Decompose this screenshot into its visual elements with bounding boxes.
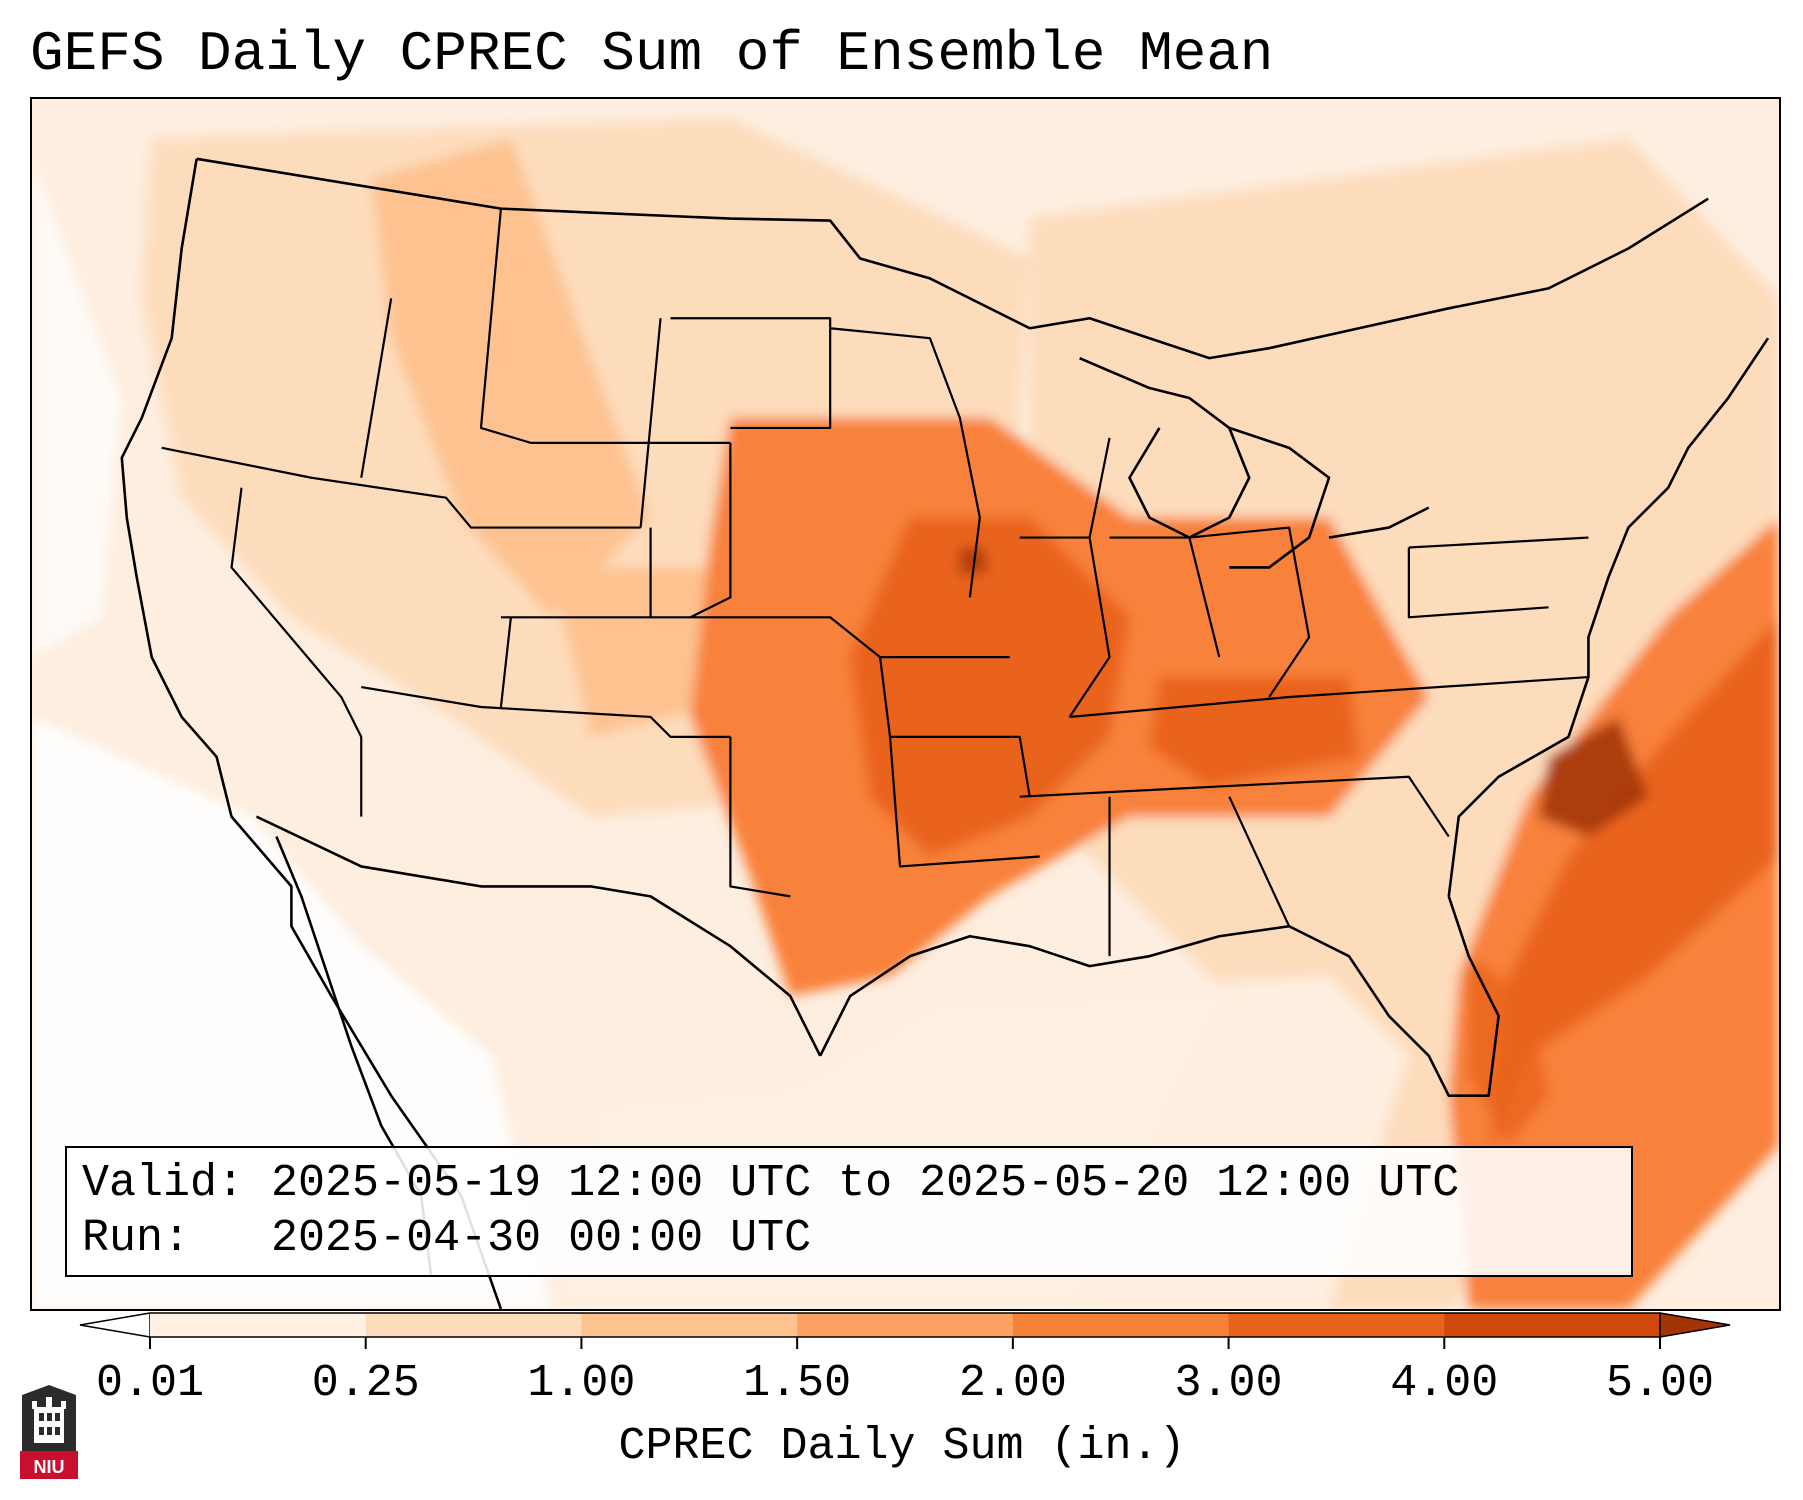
colorbar-tick-label: 3.00 [1174,1358,1283,1409]
colorbar-tick-label: 1.50 [743,1358,852,1409]
run-value: 2025-04-30 00:00 UTC [271,1213,812,1264]
dry-area-pacific [32,158,122,658]
precipitation-map [30,97,1781,1311]
colorbar-tick-label: 0.25 [311,1358,420,1409]
colorbar-ticks [149,1337,1661,1349]
logo-windows [39,1413,60,1435]
colorbar-tick-label: 4.00 [1390,1358,1499,1409]
logo-text: NIU [34,1457,65,1477]
colorbar-tick-label: 1.00 [527,1358,636,1409]
very-heavy-precip-core [850,517,1130,857]
map-canvas [32,99,1779,1309]
state-lines [161,208,1589,957]
colorbar-segments [79,1312,1731,1338]
colorbar-tick-label: 2.00 [958,1358,1067,1409]
very-heavy-precip-florida [1468,956,1549,1146]
colorbar-label: CPREC Daily Sum (in.) [618,1421,1186,1472]
great-lakes [1079,356,1430,569]
colorbar-segment [1444,1313,1661,1337]
moderate-precip-rockies [371,138,651,618]
colorbar-segment [797,1313,1014,1337]
chart-title: GEFS Daily CPREC Sum of Ensemble Mean [30,22,1274,86]
colorbar-tick-label: 0.01 [95,1358,205,1409]
logo-banner [20,1451,78,1479]
borders [120,157,1770,1309]
coastline-west [120,158,503,1309]
us-canada-border [196,157,1709,360]
extreme-precip-carolinas [1538,716,1649,837]
colorbar-extend-low [79,1312,151,1338]
run-info-box: Valid: 2025-05-19 12:00 UTC to 2025-05-2… [65,1146,1633,1277]
colorbar-outline [150,1312,1660,1338]
valid-label: Valid: [82,1158,245,1209]
colorbar-segment [1012,1313,1230,1337]
run-row: Run: 2025-04-30 00:00 UTC [82,1211,1631,1266]
run-label: Run: [82,1213,191,1264]
colorbar-extend-high [1659,1312,1731,1338]
colorbar-segment [1228,1313,1445,1337]
very-heavy-precip-atlantic [1488,617,1779,1156]
colorbar-tick-label: 5.00 [1605,1358,1715,1409]
colorbar-segment [581,1313,798,1337]
coastline-east [1447,337,1770,897]
valid-value: 2025-05-19 12:00 UTC to 2025-05-20 12:00… [271,1158,1460,1209]
colorbar-segment [365,1313,582,1337]
us-mexico-border [255,815,822,1057]
colorbar [79,1312,1731,1349]
niu-logo: NIU [20,1385,78,1479]
colorbar-segment [150,1313,367,1337]
valid-row: Valid: 2025-05-19 12:00 UTC to 2025-05-2… [82,1156,1631,1211]
